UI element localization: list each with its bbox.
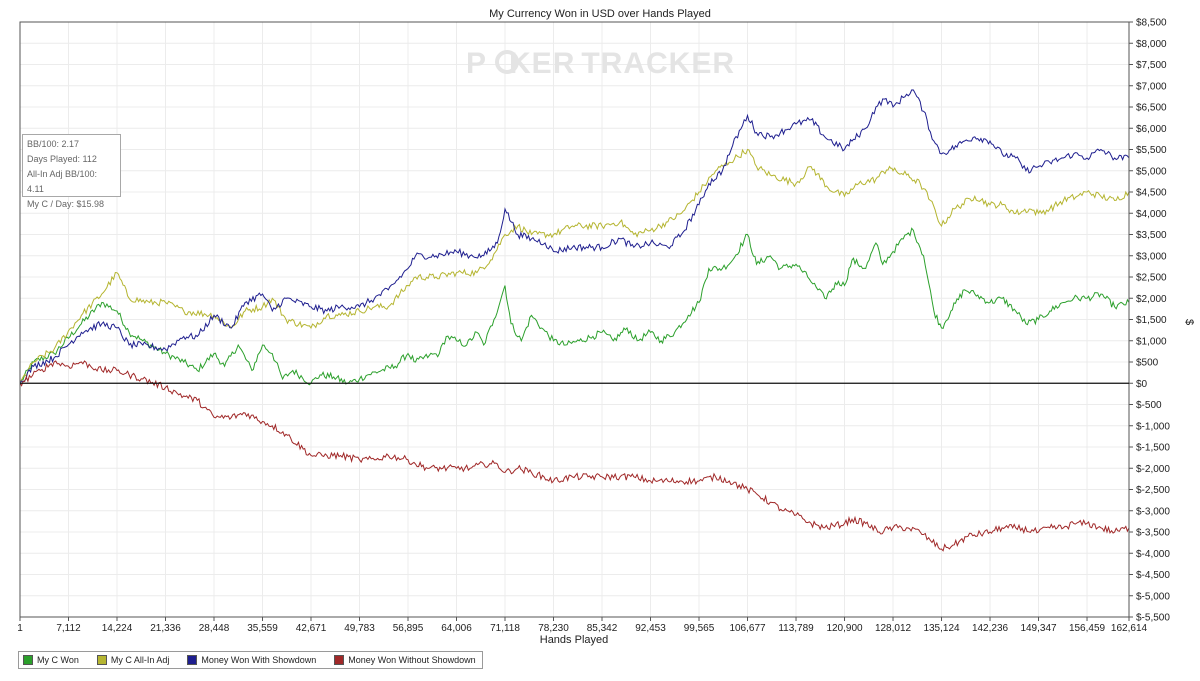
watermark-p: P <box>466 47 487 80</box>
legend-label: My C All-In Adj <box>110 655 170 665</box>
x-tick-label: 156,459 <box>1069 623 1106 634</box>
stat-days-played: Days Played: 112 <box>27 154 97 164</box>
y-tick-label: $3,500 <box>1136 230 1167 241</box>
watermark-ker: KER <box>509 47 575 80</box>
x-tick-label: 142,236 <box>972 623 1009 634</box>
stat-bb100: BB/100: 2.17 <box>27 139 80 149</box>
legend-label: My C Won <box>37 655 79 665</box>
x-tick-label: 85,342 <box>587 623 618 634</box>
legend-item-my-c-won[interactable]: My C Won <box>23 655 79 665</box>
y-tick-label: $-2,000 <box>1136 464 1170 475</box>
x-axis-title: Hands Played <box>540 634 609 646</box>
y-tick-label: $-500 <box>1136 400 1162 411</box>
x-tick-label: 120,900 <box>826 623 863 634</box>
x-tick-label: 92,453 <box>635 623 666 634</box>
x-tick-label: 106,677 <box>729 623 766 634</box>
grid-lines <box>19 21 1130 618</box>
series-line-0 <box>19 227 1130 386</box>
x-tick-label: 78,230 <box>538 623 569 634</box>
y-tick-label: $1,000 <box>1136 336 1167 347</box>
x-tick-label: 99,565 <box>684 623 715 634</box>
y-tick-label: $1,500 <box>1136 315 1167 326</box>
x-tick-label: 49,783 <box>344 623 375 634</box>
y-tick-label: $8,000 <box>1136 39 1167 50</box>
y-tick-label: $-2,500 <box>1136 485 1170 496</box>
y-tick-label: $6,500 <box>1136 103 1167 114</box>
y-tick-label: $2,000 <box>1136 294 1167 305</box>
y-tick-label: $4,000 <box>1136 209 1167 220</box>
y-tick-label: $5,000 <box>1136 166 1167 177</box>
x-tick-label: 35,559 <box>247 623 278 634</box>
y-tick-label: $3,000 <box>1136 251 1167 262</box>
legend-label: Money Won With Showdown <box>201 655 317 665</box>
y-tick-label: $-1,500 <box>1136 443 1170 454</box>
legend-label: Money Won Without Showdown <box>348 655 476 665</box>
y-tick-label: $-3,000 <box>1136 506 1170 517</box>
x-tick-label: 71,118 <box>490 623 520 634</box>
watermark-logo: P KER TRACKER <box>466 47 735 80</box>
legend-item-without-showdown[interactable]: Money Won Without Showdown <box>334 655 476 665</box>
x-tick-label: 162,614 <box>1111 623 1148 634</box>
y-tick-label: $7,000 <box>1136 81 1167 92</box>
legend-item-allin-adj[interactable]: My C All-In Adj <box>96 655 170 665</box>
poker-chip-icon <box>495 50 519 74</box>
stat-per-day: My C / Day: $15.98 <box>27 199 105 209</box>
y-tick-label: $5,500 <box>1136 145 1167 156</box>
series-line-3 <box>19 360 1130 552</box>
x-tick-label: 135,124 <box>923 623 960 634</box>
stat-allin-adj: All-In Adj BB/100: 4.11 <box>27 169 98 194</box>
y-tick-label: $6,000 <box>1136 124 1167 135</box>
legend: My C Won My C All-In Adj Money Won With … <box>18 651 483 669</box>
watermark-tracker: TRACKER <box>581 47 735 80</box>
x-tick-label: 113,789 <box>778 623 814 634</box>
x-tick-labels: 1 7,112 14,224 21,336 28,448 35,559 42,671 49,7… <box>17 617 1148 634</box>
chart-title: My Currency Won in USD over Hands Played <box>489 8 711 20</box>
series-line-2 <box>19 89 1130 384</box>
y-tick-label: $4,500 <box>1136 188 1167 199</box>
x-tick-label: 56,895 <box>393 623 424 634</box>
x-tick-label: 64,006 <box>441 623 472 634</box>
x-tick-label: 1 <box>17 623 23 634</box>
y-tick-label: $-5,500 <box>1136 613 1170 624</box>
legend-swatch <box>187 655 198 665</box>
series-lines <box>19 89 1130 552</box>
stats-box: BB/100: 2.17 Days Played: 112 All-In Adj… <box>22 134 121 209</box>
x-tick-label: 14,224 <box>102 623 133 634</box>
x-tick-label: 149,347 <box>1020 623 1057 634</box>
x-tick-label: 128,012 <box>875 623 912 634</box>
series-line-1 <box>19 148 1130 384</box>
y-tick-label: $0 <box>1136 379 1148 390</box>
legend-swatch <box>334 655 345 665</box>
x-tick-label: 7,112 <box>56 623 81 634</box>
y-tick-label: $8,500 <box>1136 18 1167 29</box>
legend-swatch <box>96 655 107 665</box>
x-tick-label: 21,336 <box>150 623 181 634</box>
legend-swatch <box>23 655 33 665</box>
y-tick-labels: $8,500 $8,000 $7,500 $7,000 $6,500 $6,000 $5,5… <box>1129 18 1170 624</box>
y-tick-label: $-3,500 <box>1136 528 1170 539</box>
y-tick-label: $2,500 <box>1136 273 1167 284</box>
y-tick-label: $-4,500 <box>1136 570 1170 581</box>
y-tick-label: $7,500 <box>1136 60 1167 71</box>
y-tick-label: $-4,000 <box>1136 549 1170 560</box>
y-axis-title: $ <box>1183 319 1195 325</box>
y-tick-label: $-1,000 <box>1136 421 1170 432</box>
x-tick-label: 42,671 <box>296 623 327 634</box>
x-tick-label: 28,448 <box>199 623 230 634</box>
y-tick-label: $500 <box>1136 358 1159 369</box>
legend-item-with-showdown[interactable]: Money Won With Showdown <box>187 655 316 665</box>
y-tick-label: $-5,000 <box>1136 591 1170 602</box>
